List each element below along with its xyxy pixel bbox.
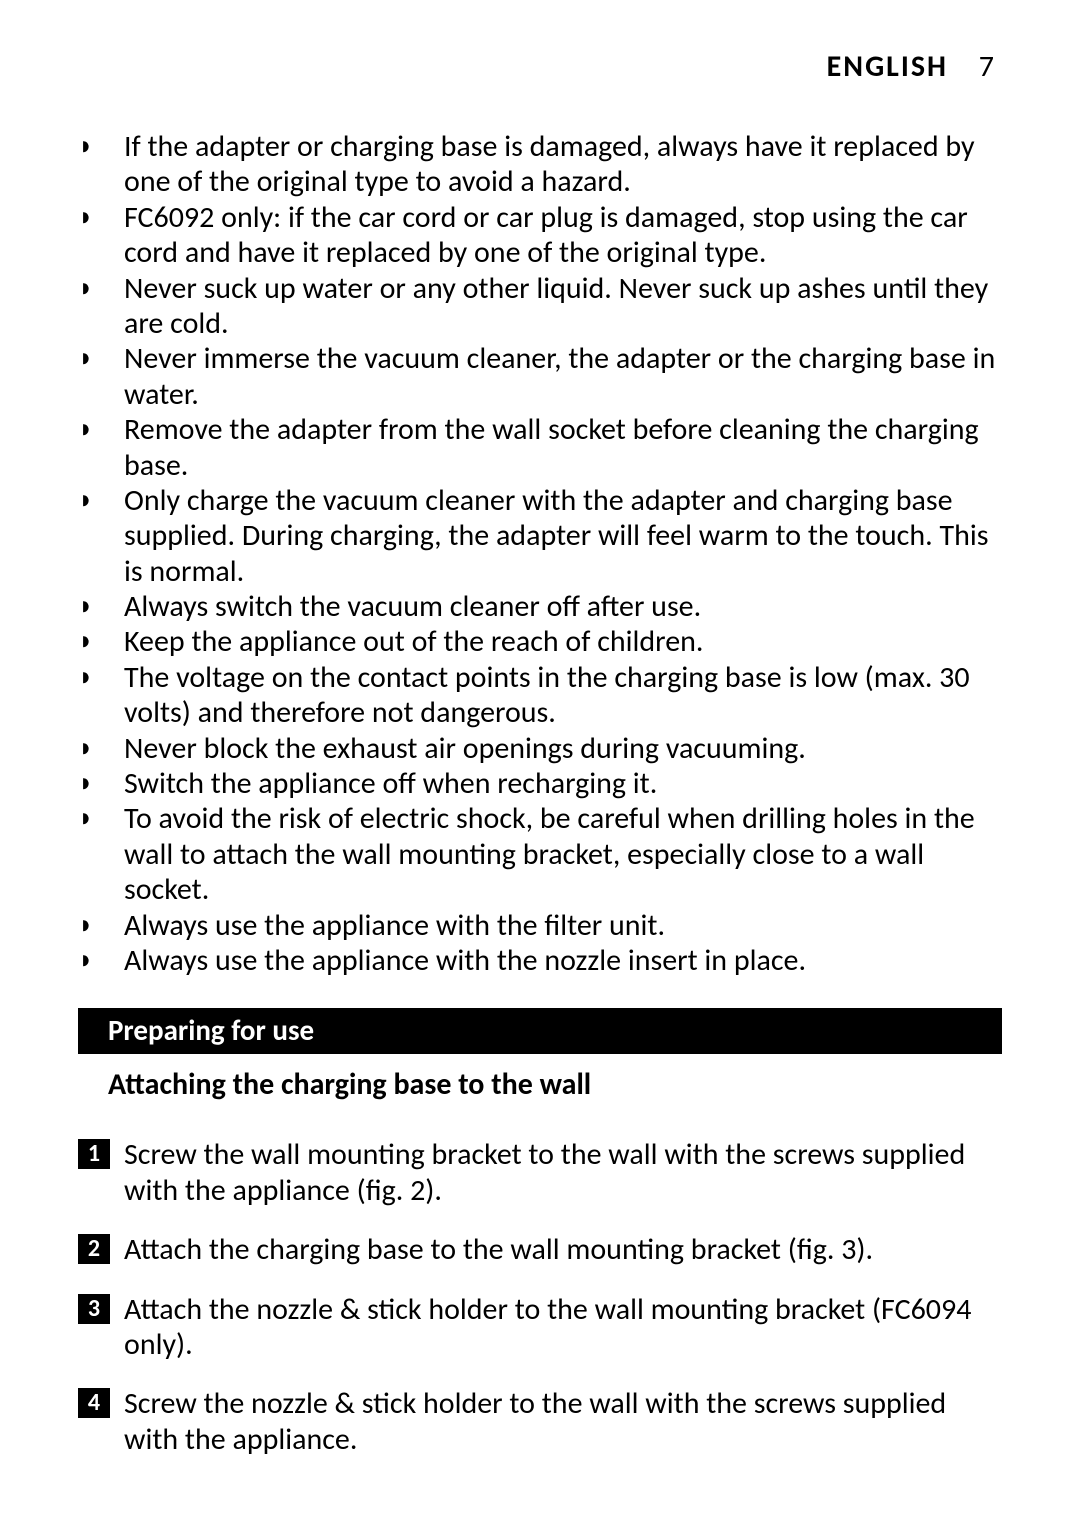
steps-list: Screw the wall mounting bracket to the w… bbox=[78, 1137, 1002, 1457]
caution-bullet-list: If the adapter or charging base is damag… bbox=[78, 129, 1002, 978]
bullet-item: Always switch the vacuum cleaner off aft… bbox=[78, 589, 1002, 624]
section-heading-bar: Preparing for use bbox=[78, 1008, 1002, 1054]
step-item: Screw the wall mounting bracket to the w… bbox=[78, 1137, 1002, 1208]
bullet-item: Switch the appliance off when recharging… bbox=[78, 766, 1002, 801]
page-header: ENGLISH 7 bbox=[78, 48, 994, 85]
step-item: Screw the nozzle & stick holder to the w… bbox=[78, 1386, 1002, 1457]
bullet-item: To avoid the risk of electric shock, be … bbox=[78, 801, 1002, 907]
bullet-item: Always use the appliance with the filter… bbox=[78, 908, 1002, 943]
bullet-item: Never suck up water or any other liquid.… bbox=[78, 271, 1002, 342]
bullet-item: Keep the appliance out of the reach of c… bbox=[78, 624, 1002, 659]
bullet-item: Always use the appliance with the nozzle… bbox=[78, 943, 1002, 978]
manual-page: ENGLISH 7 If the adapter or charging bas… bbox=[0, 0, 1080, 1523]
bullet-item: If the adapter or charging base is damag… bbox=[78, 129, 1002, 200]
bullet-item: Remove the adapter from the wall socket … bbox=[78, 412, 1002, 483]
bullet-item: Never block the exhaust air openings dur… bbox=[78, 731, 1002, 766]
bullet-item: Only charge the vacuum cleaner with the … bbox=[78, 483, 1002, 589]
header-language: ENGLISH bbox=[827, 48, 948, 85]
step-item: Attach the charging base to the wall mou… bbox=[78, 1232, 1002, 1267]
header-page-number: 7 bbox=[979, 48, 994, 85]
bullet-item: Never immerse the vacuum cleaner, the ad… bbox=[78, 341, 1002, 412]
section-subheading: Attaching the charging base to the wall bbox=[108, 1066, 1002, 1103]
bullet-item: FC6092 only: if the car cord or car plug… bbox=[78, 200, 1002, 271]
bullet-item: The voltage on the contact points in the… bbox=[78, 660, 1002, 731]
step-item: Attach the nozzle & stick holder to the … bbox=[78, 1292, 1002, 1363]
